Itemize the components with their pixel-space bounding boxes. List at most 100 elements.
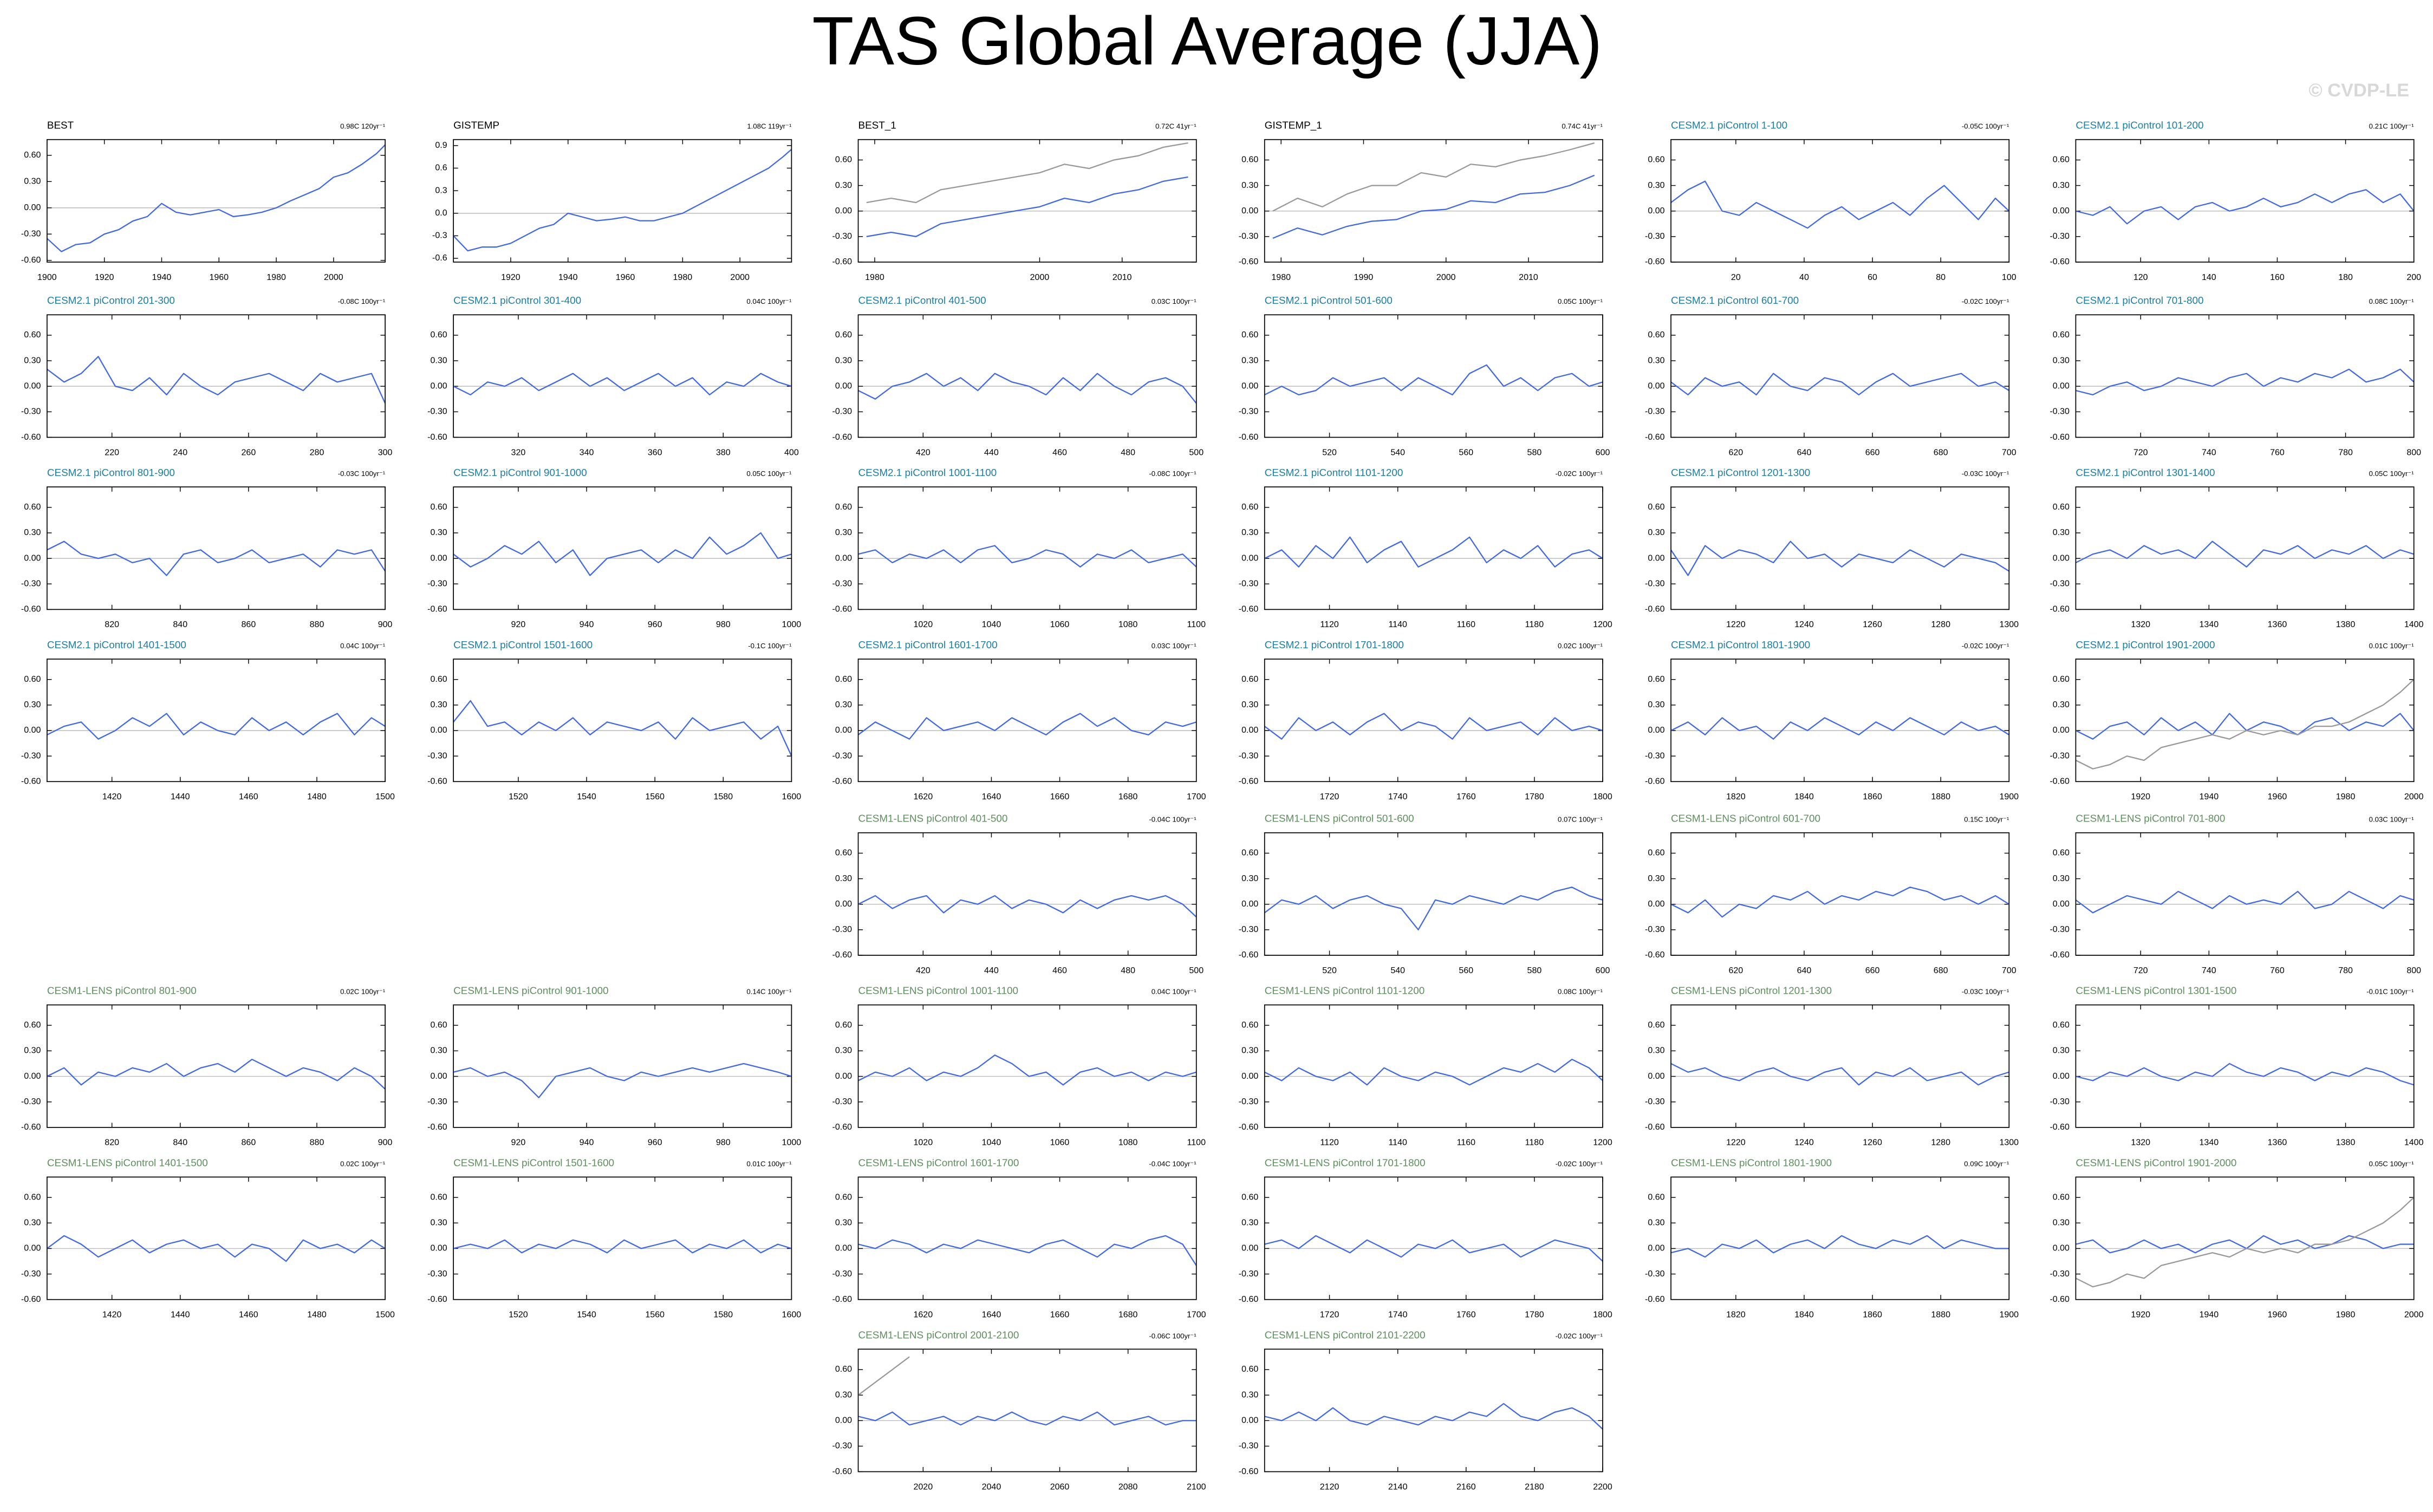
y-tick-label: 0.00 bbox=[835, 725, 852, 735]
y-tick-label: -0.30 bbox=[832, 1269, 853, 1279]
plot-frame bbox=[1264, 1004, 1603, 1128]
trend-label: 0.02C 100yr⁻¹ bbox=[340, 988, 386, 996]
data-line bbox=[1272, 174, 1595, 239]
y-tick-label: -0.60 bbox=[427, 1294, 447, 1304]
y-tick-label: 0.00 bbox=[430, 553, 447, 563]
x-tick-label: 800 bbox=[2406, 447, 2421, 457]
plot-frame bbox=[857, 1348, 1197, 1472]
panel: CESM2.1 piControl 101-200 0.21C 100yr⁻¹ -0… bbox=[2050, 120, 2421, 282]
x-tick-label: 1860 bbox=[1863, 1310, 1882, 1320]
y-tick-label: 0.60 bbox=[430, 1020, 447, 1030]
trend-label: 0.04C 100yr⁻¹ bbox=[1152, 988, 1197, 996]
y-tick-label: 0.00 bbox=[835, 381, 852, 391]
y-tick-label: 0.30 bbox=[430, 527, 447, 537]
panel: CESM2.1 piControl 1801-1900 -0.02C 100yr⁻… bbox=[1645, 640, 2019, 801]
panel-title: CESM2.1 piControl 601-700 bbox=[1671, 295, 1799, 307]
x-tick-label: 1640 bbox=[982, 1310, 1001, 1320]
panel: CESM1-LENS piControl 1501-1600 0.01C 100y… bbox=[427, 1157, 801, 1319]
panel: CESM2.1 piControl 1301-1400 0.05C 100yr⁻¹… bbox=[2050, 467, 2423, 629]
x-tick-label: 640 bbox=[1797, 447, 1812, 457]
x-tick-label: 2000 bbox=[2404, 792, 2424, 801]
y-tick-label: 0.30 bbox=[24, 1218, 41, 1228]
panel: CESM2.1 piControl 1401-1500 0.04C 100yr⁻¹… bbox=[21, 640, 395, 801]
data-line bbox=[1670, 540, 2009, 576]
y-tick-label: -0.30 bbox=[832, 751, 853, 760]
y-tick-label: 0.30 bbox=[1241, 1046, 1258, 1055]
y-tick-label: 0.00 bbox=[1648, 1243, 1664, 1253]
x-tick-label: 2020 bbox=[913, 1482, 933, 1491]
y-tick-label: 0.60 bbox=[2053, 330, 2070, 340]
trend-label: -0.08C 100yr⁻¹ bbox=[1149, 470, 1196, 478]
data-line bbox=[1264, 536, 1603, 568]
y-tick-label: 0.0 bbox=[435, 208, 447, 218]
y-tick-label: -0.60 bbox=[832, 776, 853, 786]
x-tick-label: 1360 bbox=[2268, 1138, 2287, 1148]
y-tick-label: -0.60 bbox=[1239, 1122, 1259, 1132]
x-tick-label: 1980 bbox=[1271, 272, 1291, 282]
plot-frame bbox=[1264, 139, 1603, 263]
x-tick-label: 1400 bbox=[2404, 1138, 2424, 1148]
data-line bbox=[1264, 364, 1603, 396]
y-tick-label: 0.00 bbox=[2053, 206, 2070, 216]
panel-title: CESM1-LENS piControl 701-800 bbox=[2076, 813, 2225, 825]
x-tick-label: 1480 bbox=[307, 1310, 327, 1320]
y-tick-label: -0.60 bbox=[832, 1467, 853, 1476]
data-line bbox=[2076, 189, 2415, 225]
x-tick-label: 1320 bbox=[2131, 620, 2150, 629]
x-tick-label: 2100 bbox=[1187, 1482, 1206, 1491]
trend-label: -0.03C 100yr⁻¹ bbox=[1962, 470, 2009, 478]
x-tick-label: 380 bbox=[716, 447, 731, 457]
data-line bbox=[2075, 890, 2415, 914]
x-tick-label: 1120 bbox=[1320, 620, 1339, 629]
trend-label: 0.01C 100yr⁻¹ bbox=[746, 1159, 792, 1168]
panel: CESM2.1 piControl 1601-1700 0.03C 100yr⁻¹… bbox=[832, 640, 1206, 801]
plot-frame bbox=[1264, 314, 1603, 438]
y-tick-label: 0.00 bbox=[24, 553, 41, 563]
x-tick-label: 1540 bbox=[577, 792, 596, 801]
trend-label: 0.03C 100yr⁻¹ bbox=[1152, 297, 1197, 305]
x-tick-label: 360 bbox=[648, 447, 662, 457]
panel-title: CESM1-LENS piControl 501-600 bbox=[1265, 813, 1414, 825]
y-tick-label: 0.00 bbox=[835, 899, 852, 909]
trend-label: -0.1C 100yr⁻¹ bbox=[748, 642, 792, 650]
plot-frame bbox=[1670, 139, 2010, 263]
x-tick-label: 2160 bbox=[1456, 1482, 1476, 1491]
x-tick-label: 1240 bbox=[1794, 1138, 1814, 1148]
plot-frame bbox=[1264, 1176, 1603, 1300]
x-tick-label: 740 bbox=[2202, 447, 2216, 457]
y-tick-label: 0.30 bbox=[1648, 1046, 1664, 1055]
y-tick-label: -0.60 bbox=[832, 1294, 853, 1304]
y-tick-label: 0.3 bbox=[435, 185, 447, 195]
panel-title: CESM1-LENS piControl 2101-2200 bbox=[1265, 1329, 1426, 1341]
x-tick-label: 1060 bbox=[1050, 1138, 1070, 1148]
x-tick-label: 1940 bbox=[558, 272, 578, 282]
plot-frame bbox=[2075, 832, 2415, 956]
y-tick-label: 0.00 bbox=[430, 1071, 447, 1081]
y-tick-label: -0.60 bbox=[2050, 776, 2070, 786]
panel-title: GISTEMP bbox=[453, 120, 499, 132]
x-tick-label: 1180 bbox=[1525, 620, 1544, 629]
y-tick-label: 0.60 bbox=[835, 502, 852, 512]
x-tick-label: 1000 bbox=[782, 1138, 802, 1148]
x-tick-label: 1260 bbox=[1863, 1138, 1882, 1148]
panel-title: CESM1-LENS piControl 1801-1900 bbox=[1671, 1157, 1832, 1169]
y-tick-label: 0.60 bbox=[24, 330, 41, 340]
x-tick-label: 1380 bbox=[2336, 620, 2356, 629]
x-tick-label: 1700 bbox=[1187, 1310, 1206, 1320]
panel: CESM2.1 piControl 601-700 -0.02C 100yr⁻¹ -… bbox=[1645, 295, 2016, 457]
x-tick-label: 1480 bbox=[307, 792, 327, 801]
x-tick-label: 1960 bbox=[2268, 1310, 2287, 1320]
panel: CESM1-LENS piControl 601-700 0.15C 100yr⁻… bbox=[1645, 813, 2016, 975]
y-tick-label: 0.30 bbox=[1648, 874, 1664, 883]
x-tick-label: 1140 bbox=[1388, 1138, 1407, 1148]
x-tick-label: 1820 bbox=[1726, 792, 1746, 801]
x-tick-label: 980 bbox=[716, 1138, 731, 1148]
trend-label: -0.06C 100yr⁻¹ bbox=[1149, 1332, 1196, 1340]
x-tick-label: 1760 bbox=[1456, 1310, 1476, 1320]
x-tick-label: 460 bbox=[1052, 447, 1067, 457]
y-tick-label: -0.30 bbox=[21, 1269, 41, 1279]
x-tick-label: 880 bbox=[310, 1138, 324, 1148]
trend-label: 1.08C 119yr⁻¹ bbox=[747, 122, 792, 131]
y-tick-label: -0.30 bbox=[2050, 407, 2070, 416]
